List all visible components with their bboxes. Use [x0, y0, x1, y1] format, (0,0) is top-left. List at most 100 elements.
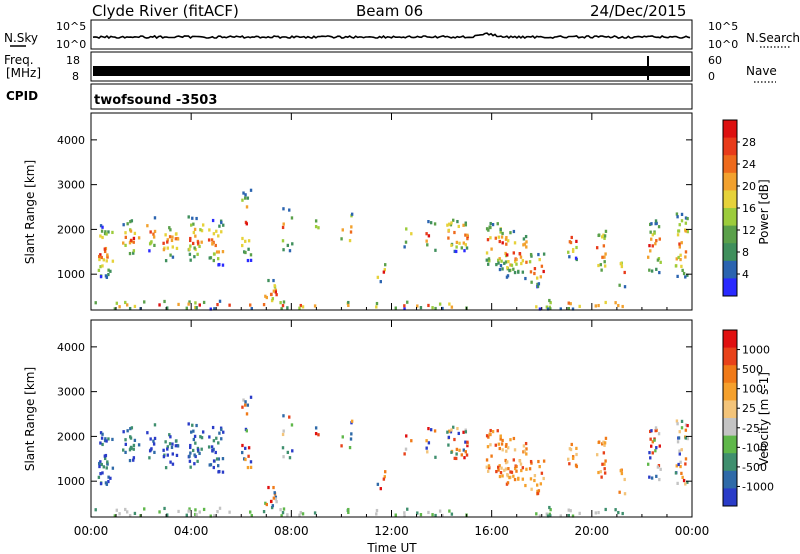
power-echo-cell: [347, 300, 350, 305]
velocity-echo-cell: [686, 437, 689, 441]
power-echo-cell: [491, 223, 495, 227]
velocity-echo-cell: [129, 445, 133, 449]
power-echo-cell: [169, 228, 172, 232]
power-echo-cell: [171, 245, 174, 249]
power-echo-cell: [515, 262, 518, 266]
velocity-echo-cell: [290, 423, 294, 427]
power-echo-cell: [162, 241, 165, 245]
power-echo-cell: [214, 243, 217, 248]
power-echo-cell: [247, 247, 250, 251]
power-echo-cell: [198, 303, 201, 307]
velocity-echo-cell: [221, 470, 225, 474]
velocity-echo-cell: [94, 508, 97, 512]
velocity-echo-cell: [620, 471, 624, 476]
power-echo-cell: [217, 234, 220, 238]
velocity-echo-cell: [298, 513, 301, 517]
power-echo-cell: [317, 226, 320, 230]
power-echo-cell: [128, 251, 132, 256]
power-panel: 1000 2000 3000 4000 Slant Range [km] 4 8 12 16…: [23, 112, 771, 311]
power-echo-cell: [124, 235, 128, 239]
power-echo-cell: [495, 262, 498, 267]
power-echo-cell: [604, 252, 607, 256]
power-echo-cell: [282, 207, 285, 211]
power-colorbar-swatch: [723, 243, 737, 262]
velocity-echo-cell: [347, 510, 350, 515]
power-echo-cell: [216, 303, 219, 307]
power-echo-cell: [525, 260, 528, 264]
velocity-echo-cell: [228, 510, 231, 514]
power-echo-cell: [676, 215, 679, 219]
power-echo-cell: [540, 264, 544, 268]
power-echo-cell: [542, 252, 546, 256]
power-echo-cell: [105, 232, 108, 236]
power-echo-cell: [100, 255, 103, 260]
velocity-xtick-label: 00:00: [74, 524, 109, 538]
power-echo-cell: [458, 241, 461, 245]
velocity-echo-cell: [249, 395, 253, 399]
velocity-echo-cell: [684, 436, 687, 440]
velocity-echo-cell: [537, 489, 541, 493]
velocity-echo-cell: [427, 441, 431, 445]
power-echo-cell: [191, 216, 194, 220]
power-echo-cell: [202, 300, 206, 305]
nave-tick-bottom: 0: [708, 70, 715, 83]
power-echo-cell: [126, 222, 129, 226]
power-echo-cell: [273, 284, 276, 288]
power-echo-cell: [250, 307, 253, 311]
power-echo-cell: [614, 301, 617, 305]
power-y-axis: 1000 2000 3000 4000: [57, 134, 692, 281]
velocity-echo-cell: [509, 438, 512, 442]
power-echo-cell: [267, 278, 270, 283]
power-echo-cell: [212, 258, 216, 263]
power-echo-cell: [189, 258, 192, 262]
power-echo-cell: [279, 301, 282, 305]
velocity-echo-cell: [512, 436, 516, 441]
velocity-echo-cell: [603, 462, 606, 466]
power-echo-cell: [166, 238, 169, 242]
power-echo-cell: [175, 246, 179, 251]
velocity-echo-cell: [497, 442, 501, 446]
velocity-colorbar-swatch: [723, 382, 737, 401]
power-colorbar: 4 8 12 16 20 24 28: [722, 119, 756, 297]
velocity-echo-cell: [595, 453, 599, 457]
velocity-echo-cell: [447, 429, 451, 433]
velocity-echo-cell: [509, 470, 512, 474]
power-echo-cell: [567, 250, 570, 254]
velocity-echo-cell: [244, 457, 247, 462]
power-echo-cell: [650, 237, 653, 241]
velocity-echo-cell: [681, 475, 684, 479]
power-echo-cell: [524, 234, 528, 239]
power-echo-cell: [684, 275, 687, 279]
power-echo-cell: [506, 239, 510, 243]
velocity-echo-cell: [103, 439, 107, 443]
power-echo-cell: [130, 219, 134, 223]
velocity-echo-cell: [104, 437, 107, 441]
velocity-echo-cell: [450, 428, 453, 432]
velocity-ytick-label: 4000: [57, 341, 85, 354]
velocity-echo-cell: [216, 510, 219, 514]
power-echo-cell: [101, 264, 104, 268]
velocity-echo-cell: [281, 432, 285, 437]
power-echo-cell: [129, 229, 133, 233]
power-echo-cell: [177, 302, 180, 307]
velocity-echo-cell: [215, 436, 218, 440]
power-echo-cell: [595, 246, 599, 250]
power-echo-cell: [191, 241, 195, 246]
power-echo-cell: [349, 230, 353, 234]
power-echo-cell: [113, 307, 117, 311]
velocity-echo-cell: [249, 510, 252, 514]
power-echo-cell: [209, 307, 212, 311]
velocity-echo-cell: [347, 507, 350, 512]
power-echo-cell: [497, 261, 500, 265]
power-echo-cell: [656, 258, 660, 262]
velocity-echo-cell: [536, 491, 540, 495]
velocity-echo-cell: [153, 436, 157, 441]
velocity-echo-cell: [489, 443, 492, 447]
velocity-colorbar-label-tick: -100: [742, 441, 767, 454]
power-echo-cell: [453, 249, 456, 253]
power-echo-cell: [485, 258, 489, 262]
velocity-ytick-label: 1000: [57, 475, 85, 488]
power-echo-cell: [103, 249, 107, 254]
velocity-echo-cell: [487, 464, 491, 468]
velocity-echo-cell: [466, 444, 469, 448]
